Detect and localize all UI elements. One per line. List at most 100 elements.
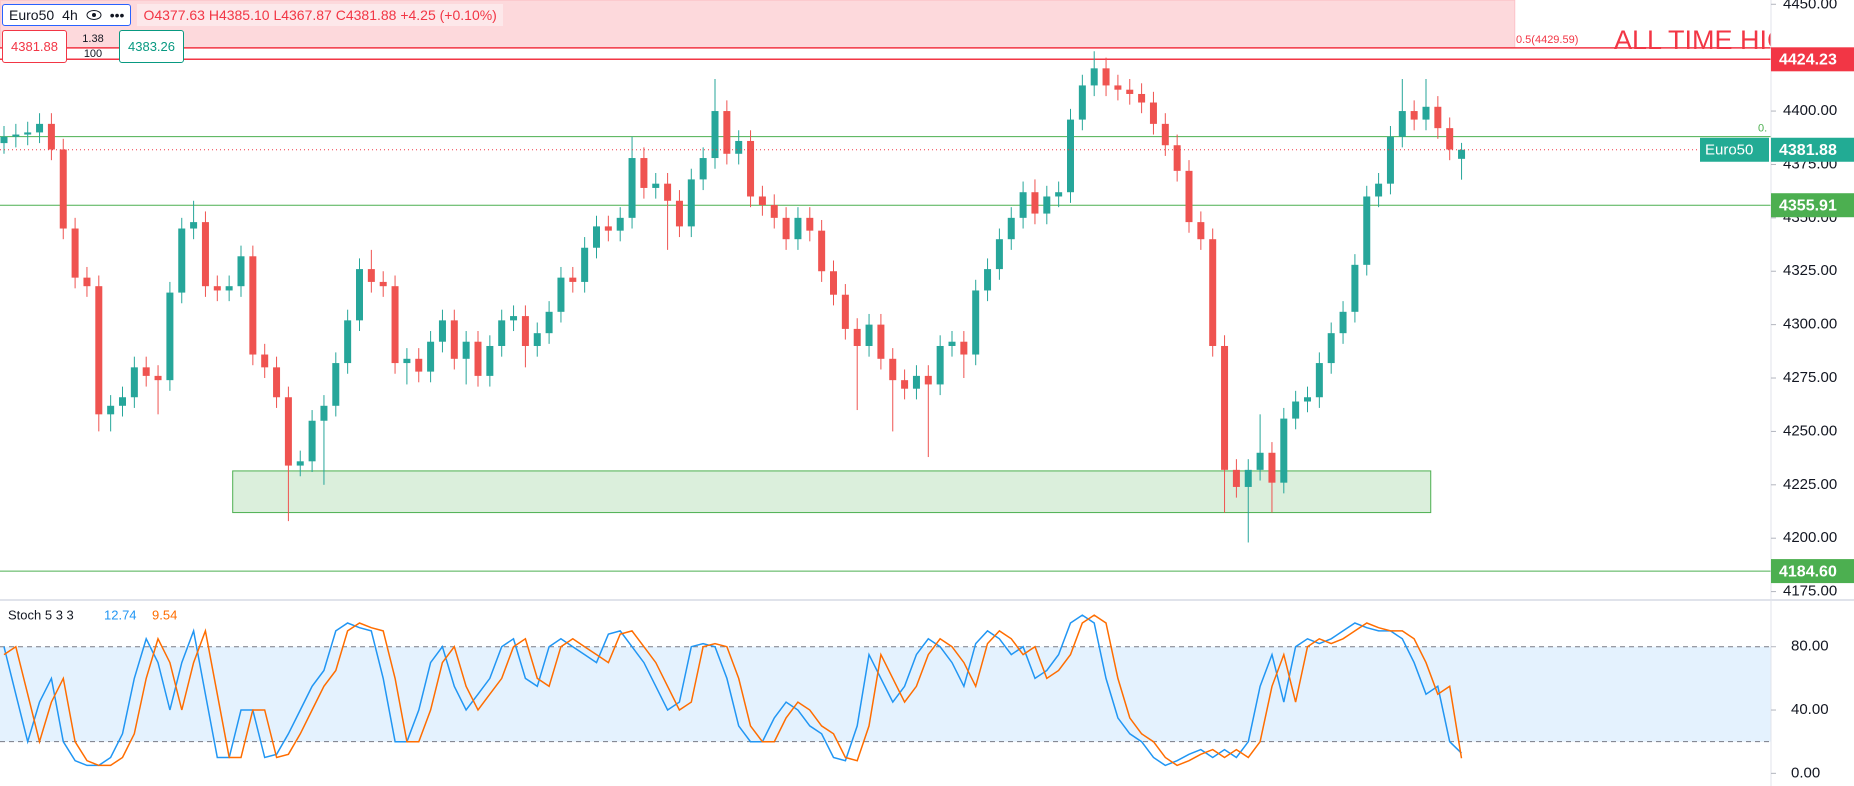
- candle-body: [782, 217, 790, 240]
- candle-body: [154, 375, 162, 381]
- zone: [232, 470, 1432, 514]
- candle-body: [391, 286, 399, 364]
- candle-body: [356, 269, 363, 321]
- last-price-box: [1771, 137, 1854, 162]
- candle-body: [664, 183, 672, 201]
- candle-body: [190, 222, 198, 229]
- quantity[interactable]: 100: [83, 47, 103, 60]
- level-label: 0.: [1758, 123, 1767, 135]
- candle-body: [699, 158, 707, 180]
- candle-body: [1067, 119, 1074, 193]
- buy-button[interactable]: 4383.26: [119, 30, 184, 63]
- candle-body: [581, 247, 589, 282]
- candle-body: [107, 405, 115, 415]
- candle-body: [296, 461, 304, 466]
- eye-icon[interactable]: [86, 9, 102, 21]
- candle-body: [178, 228, 186, 293]
- spread: 1.38: [82, 32, 104, 45]
- candle-body: [723, 111, 731, 154]
- candle-body: [498, 320, 506, 346]
- candle-body: [36, 123, 44, 133]
- candle-body: [687, 179, 695, 227]
- candle-body: [261, 354, 269, 368]
- level-label: 0.5(4429.59): [1516, 34, 1578, 46]
- candle-body: [1043, 196, 1051, 214]
- candle-body: [924, 375, 932, 385]
- candle-body: [415, 358, 423, 372]
- candle-body: [201, 222, 209, 287]
- candle-body: [1315, 363, 1323, 398]
- candle-body: [95, 286, 103, 415]
- stoch-value: 9.54: [152, 607, 177, 622]
- level-price-box: [1771, 47, 1854, 72]
- candle-body: [1007, 217, 1015, 240]
- candle-body: [794, 217, 802, 240]
- candle-body: [1197, 222, 1205, 240]
- y-tick-label: 4275.00: [1783, 369, 1837, 386]
- candle-body: [901, 380, 909, 389]
- candle-body: [1161, 123, 1169, 146]
- candle-body: [59, 149, 67, 229]
- y-tick-label: 4200.00: [1783, 529, 1837, 546]
- candle-body: [948, 341, 956, 346]
- candle-body: [1434, 106, 1442, 129]
- y-tick-label: 4400.00: [1783, 102, 1837, 119]
- candle-body: [249, 256, 257, 355]
- candle-body: [237, 256, 245, 287]
- y-tick-label: 4225.00: [1783, 476, 1837, 493]
- candle-body: [1256, 452, 1264, 470]
- more-button[interactable]: •••: [109, 7, 125, 23]
- y-tick-label: 80.00: [1791, 638, 1829, 655]
- symbol-box[interactable]: Euro50 4h •••: [2, 4, 132, 26]
- candle-body: [1244, 469, 1252, 487]
- candle-body: [747, 140, 755, 197]
- candle-body: [711, 111, 719, 159]
- candle-body: [130, 367, 138, 398]
- sell-button[interactable]: 4381.88: [2, 30, 67, 63]
- y-tick-label: 0.00: [1791, 764, 1820, 781]
- last-symbol-box: [1700, 137, 1769, 162]
- candle-body: [1280, 418, 1288, 483]
- level-price-label: 4184.60: [1779, 563, 1837, 580]
- candle-body: [984, 269, 992, 291]
- candle-body: [308, 420, 316, 462]
- candle-body: [344, 320, 352, 364]
- candle-body: [604, 226, 612, 231]
- y-tick-label: 4300.00: [1783, 316, 1837, 333]
- candle-body: [889, 358, 897, 381]
- candle-body: [450, 320, 458, 359]
- candle-body: [427, 341, 435, 372]
- candle-body: [142, 367, 150, 376]
- annotation: ALL TIME HIG: [1614, 25, 1788, 55]
- header-row: Euro50 4h ••• O4377.63 H4385.10 L4367.87…: [2, 4, 503, 26]
- candle-body: [166, 292, 174, 381]
- candle-body: [12, 134, 20, 137]
- candle-body: [758, 196, 766, 206]
- candle-body: [1221, 345, 1229, 470]
- candle-body: [1232, 469, 1240, 487]
- candle-body: [806, 217, 814, 231]
- candle-body: [284, 397, 292, 466]
- candle-body: [652, 183, 660, 188]
- candle-body: [47, 123, 55, 150]
- candle-body: [735, 140, 743, 154]
- candle-body: [1458, 149, 1466, 159]
- candle-body: [0, 136, 8, 144]
- candle-body: [1138, 93, 1146, 103]
- level-price-label: 4424.23: [1779, 52, 1837, 69]
- y-tick-label: 4450.00: [1783, 0, 1837, 12]
- stoch-value: 12.74: [104, 607, 137, 622]
- candle-body: [83, 277, 91, 287]
- chart-header: Euro50 4h ••• O4377.63 H4385.10 L4367.87…: [2, 4, 503, 63]
- candle-body: [1149, 102, 1157, 124]
- candle-body: [545, 311, 553, 334]
- y-tick-label: 40.00: [1791, 701, 1829, 718]
- candle-body: [593, 226, 600, 248]
- candle-body: [1375, 183, 1383, 197]
- candle-body: [213, 286, 221, 291]
- candle-body: [403, 358, 411, 364]
- candle-body: [533, 333, 541, 346]
- candle-body: [1339, 311, 1347, 334]
- interval[interactable]: 4h: [62, 7, 78, 23]
